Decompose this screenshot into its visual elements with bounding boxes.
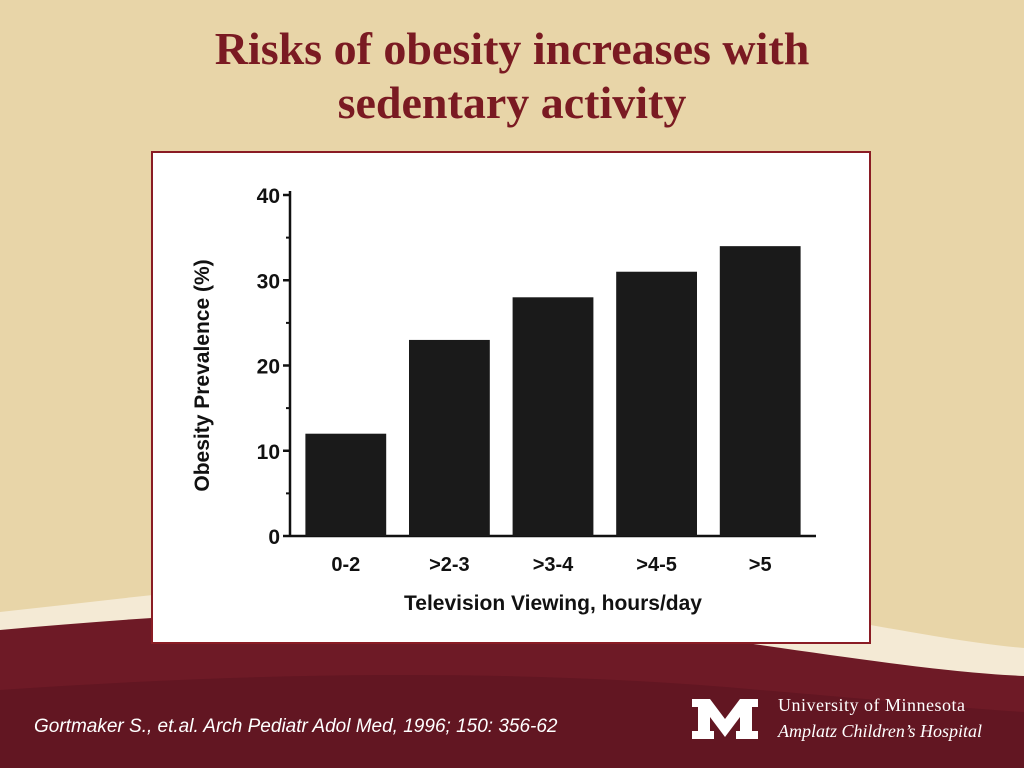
y-tick-label: 10 (257, 441, 280, 464)
title-line-2: sedentary activity (337, 77, 687, 128)
y-axis-label: Obesity Prevalence (%) (191, 259, 214, 491)
bar-chart: 0 10 20 30 40 0-2 >2-3 >3-4 >4-5 >5 Television Vie… (191, 185, 816, 615)
slide-title: Risks of obesity increases with sedentar… (0, 22, 1024, 130)
y-tick-label: 20 (257, 356, 280, 379)
y-tick-label: 0 (268, 526, 280, 549)
x-tick-label: >2-3 (429, 554, 470, 576)
x-tick-label: >3-4 (533, 554, 574, 576)
university-m-logo-icon (692, 699, 758, 739)
bar (719, 246, 801, 536)
x-axis-label: Television Viewing, hours/day (404, 592, 702, 615)
x-tick-label: >4-5 (636, 554, 677, 576)
y-tick-label: 30 (257, 270, 280, 293)
bar (305, 433, 387, 536)
y-tick-label: 40 (257, 185, 280, 208)
bar (408, 339, 490, 536)
citation: Gortmaker S., et.al. Arch Pediatr Adol M… (34, 716, 558, 737)
bar (616, 271, 698, 536)
bar (512, 297, 594, 536)
chart-frame: 0 10 20 30 40 0-2 >2-3 >3-4 >4-5 >5 Television Vie… (151, 151, 871, 644)
x-tick-label: 0-2 (331, 554, 360, 576)
university-name: University of Minnesota (778, 695, 966, 715)
title-line-1: Risks of obesity increases with (214, 23, 810, 74)
hospital-name: Amplatz Children’s Hospital (778, 721, 983, 741)
x-tick-label: >5 (749, 554, 772, 576)
